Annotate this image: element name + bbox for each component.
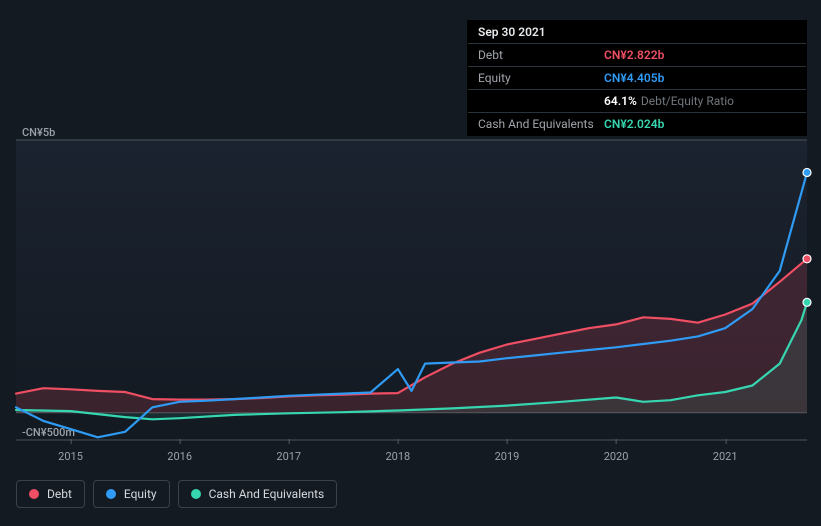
x-axis-tick-label: 2017 bbox=[276, 450, 301, 463]
legend-label: Equity bbox=[124, 487, 157, 501]
tooltip-cash-value: CN¥2.024b bbox=[604, 117, 664, 131]
chart-svg[interactable] bbox=[16, 140, 807, 440]
x-axis: 2015 2016 2017 2018 2019 2020 2021 bbox=[16, 450, 807, 468]
tooltip-panel: Sep 30 2021 Debt CN¥2.822b Equity CN¥4.4… bbox=[467, 20, 807, 136]
tooltip-debt-label: Debt bbox=[478, 48, 604, 62]
x-axis-tick-label: 2019 bbox=[495, 450, 520, 463]
tooltip-ratio-row: 64.1% Debt/Equity Ratio bbox=[468, 90, 806, 113]
legend-label: Cash And Equivalents bbox=[209, 487, 325, 501]
x-axis-tick-label: 2020 bbox=[604, 450, 629, 463]
tooltip-date-row: Sep 30 2021 bbox=[468, 21, 806, 44]
tooltip-ratio-label: Debt/Equity Ratio bbox=[641, 94, 734, 108]
legend-swatch-icon bbox=[106, 489, 116, 499]
legend-label: Debt bbox=[47, 487, 72, 501]
x-axis-tick-label: 2021 bbox=[713, 450, 738, 463]
legend-item-cash[interactable]: Cash And Equivalents bbox=[178, 480, 338, 508]
x-axis-tick-label: 2016 bbox=[167, 450, 192, 463]
plot-area[interactable] bbox=[16, 140, 807, 440]
tooltip-cash-row: Cash And Equivalents CN¥2.024b bbox=[468, 113, 806, 135]
legend-swatch-icon bbox=[29, 489, 39, 499]
x-axis-tick-label: 2018 bbox=[385, 450, 410, 463]
chart-container: Sep 30 2021 Debt CN¥2.822b Equity CN¥4.4… bbox=[0, 0, 821, 526]
tooltip-equity-label: Equity bbox=[478, 71, 604, 85]
tooltip-date: Sep 30 2021 bbox=[478, 25, 546, 39]
cash-marker[interactable] bbox=[803, 298, 811, 306]
legend-swatch-icon bbox=[191, 489, 201, 499]
x-axis-tick-label: 2015 bbox=[58, 450, 83, 463]
tooltip-debt-row: Debt CN¥2.822b bbox=[468, 44, 806, 67]
legend-item-equity[interactable]: Equity bbox=[93, 480, 170, 508]
tooltip-cash-label: Cash And Equivalents bbox=[478, 117, 604, 131]
y-axis-tick-label: CN¥5b bbox=[22, 126, 55, 139]
legend: Debt Equity Cash And Equivalents bbox=[16, 480, 337, 508]
tooltip-debt-value: CN¥2.822b bbox=[604, 48, 664, 62]
debt-marker[interactable] bbox=[803, 255, 811, 263]
tooltip-ratio-pct: 64.1% bbox=[604, 94, 637, 108]
legend-item-debt[interactable]: Debt bbox=[16, 480, 85, 508]
tooltip-equity-value: CN¥4.405b bbox=[604, 71, 664, 85]
tooltip-equity-row: Equity CN¥4.405b bbox=[468, 67, 806, 90]
equity-marker[interactable] bbox=[803, 168, 811, 176]
tooltip-ratio-spacer bbox=[478, 94, 604, 108]
